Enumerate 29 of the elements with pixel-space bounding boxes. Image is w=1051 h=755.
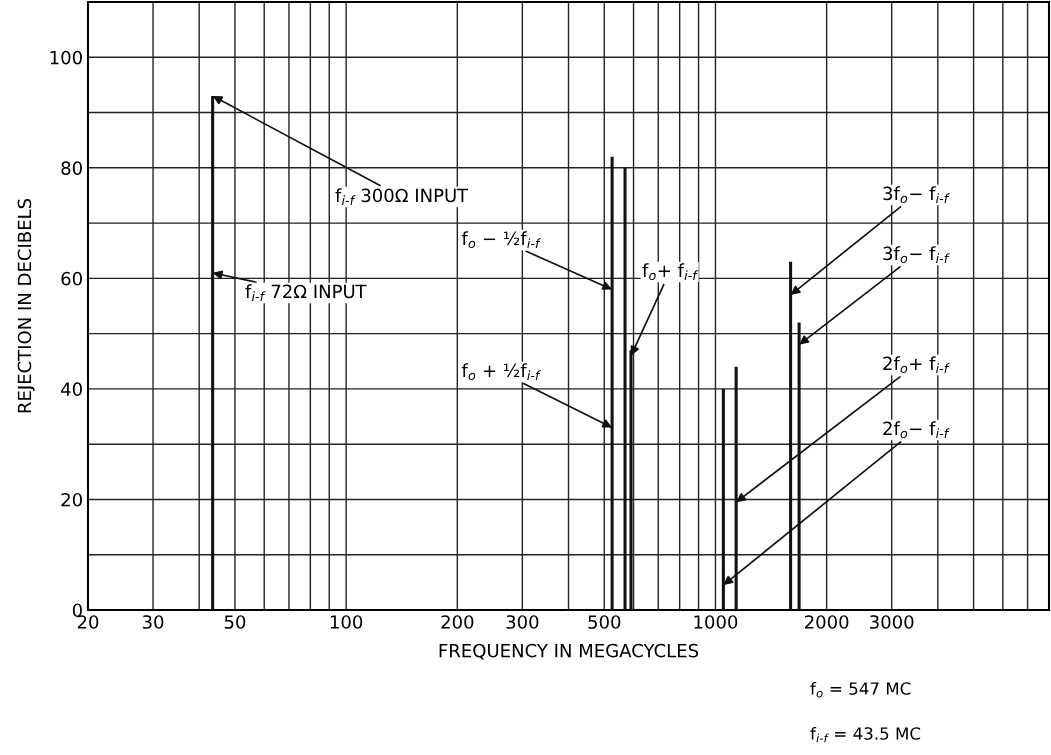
annotation: 2f$_{o}$+ f$_{i-f}$ xyxy=(883,356,950,374)
x-tick-label: 300 xyxy=(506,615,539,629)
x-tick-label: 2000 xyxy=(804,615,849,629)
x-tick-label: 500 xyxy=(588,615,621,629)
text: f$_{i-f}$ = 43.5 MC xyxy=(810,726,921,743)
y-tick-label: 40 xyxy=(61,382,82,397)
x-tick-label: 200 xyxy=(441,615,474,629)
annotation: f$_{i-f}$ 300Ω INPUT xyxy=(335,188,468,205)
annotation: 2f$_{o}$− f$_{i-f}$ xyxy=(883,421,950,439)
y-axis-title: REJECTION IN DECIBELS xyxy=(17,198,35,413)
x-tick-label: 100 xyxy=(330,615,363,629)
annotation: f$_{i-f}$ 72Ω INPUT xyxy=(245,284,367,301)
y-tick-label: 80 xyxy=(61,161,82,175)
annotation: f$_{o}$+ f$_{i-f}$ xyxy=(642,263,699,281)
annotation: f$_{o}$ − ½f$_{i-f}$ xyxy=(461,231,541,249)
y-tick-label: 60 xyxy=(61,271,82,286)
y-tick-label: 20 xyxy=(61,492,82,507)
text: f$_{o}$ = 547 MC xyxy=(810,681,911,698)
x-tick-label: 1000 xyxy=(694,615,738,629)
x-tick-label: 20 xyxy=(77,615,99,629)
x-tick-label: 50 xyxy=(224,615,246,629)
annotation: 3f$_{o}$− f$_{i-f}$ xyxy=(883,186,950,204)
y-tick-label: 100 xyxy=(50,50,82,65)
x-tick-label: 30 xyxy=(142,615,164,629)
y-tick-label: 0 xyxy=(72,603,82,618)
annotation: f$_{o}$ + ½f$_{i-f}$ xyxy=(461,363,541,381)
x-tick-label: 3000 xyxy=(870,615,914,629)
x-axis-title: FREQUENCY IN MEGACYCLES xyxy=(439,643,699,660)
annotation: 3f$_{o}$− f$_{i-f}$ xyxy=(883,246,950,264)
